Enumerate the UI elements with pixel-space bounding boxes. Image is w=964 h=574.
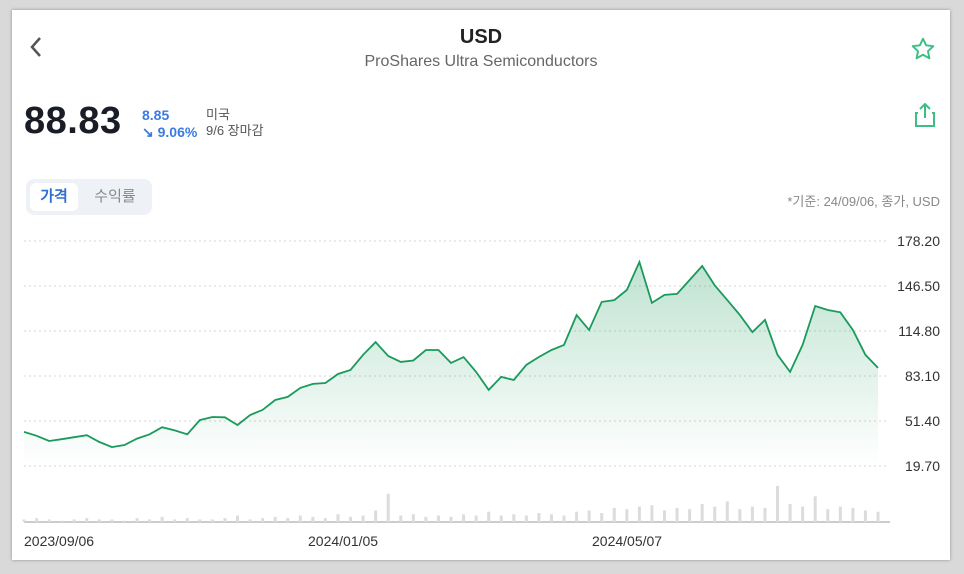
- volume-bar: [148, 519, 152, 522]
- volume-bar: [311, 516, 315, 522]
- volume-bar: [725, 501, 729, 522]
- volume-bar: [97, 519, 101, 522]
- volume-bar: [549, 514, 553, 522]
- tab-returns[interactable]: 수익률: [94, 188, 136, 205]
- volume-bar: [826, 509, 830, 522]
- volume-bar: [813, 496, 817, 522]
- volume-bar: [675, 507, 679, 522]
- volume-bar: [135, 518, 139, 522]
- back-icon[interactable]: [28, 36, 44, 58]
- volume-bar: [248, 519, 252, 522]
- volume-bar: [512, 514, 516, 522]
- volume-bar: [524, 515, 528, 522]
- volume-bar: [323, 518, 327, 522]
- volume-bar: [449, 516, 453, 522]
- volume-bar: [349, 516, 353, 522]
- x-tick-label: 2023/09/06: [24, 533, 95, 549]
- chart-tabs: 가격 수익률: [26, 179, 152, 215]
- volume-bar: [838, 506, 842, 522]
- volume-bar: [738, 509, 742, 522]
- y-tick-label: 83.10: [905, 368, 940, 384]
- volume-bar: [399, 515, 403, 522]
- volume-bar: [60, 520, 64, 522]
- volume-bar: [336, 514, 340, 522]
- volume-bar: [612, 507, 616, 522]
- volume-bar: [47, 519, 51, 522]
- market-info: 미국 9/6 장마감: [206, 107, 264, 139]
- tab-price[interactable]: 가격: [30, 183, 78, 211]
- x-tick-label: 2024/01/05: [308, 533, 379, 549]
- volume-bar: [374, 510, 378, 522]
- volume-bar: [35, 518, 39, 522]
- volume-bar: [499, 515, 503, 522]
- volume-bar: [424, 516, 428, 522]
- y-tick-label: 114.80: [898, 323, 940, 339]
- basis-note: *기준: 24/09/06, 종가, USD: [787, 194, 940, 209]
- volume-bar: [85, 518, 89, 522]
- volume-bar: [160, 516, 164, 522]
- volume-bar: [537, 513, 541, 522]
- volume-bar: [863, 510, 867, 522]
- volume-bar: [876, 511, 880, 522]
- x-tick-label: 2024/05/07: [592, 533, 663, 549]
- volume-bar: [173, 519, 177, 522]
- change-percent: ↘ 9.06%: [142, 124, 198, 140]
- volume-bar: [562, 515, 566, 522]
- volume-bar: [474, 515, 478, 522]
- volume-bar: [72, 519, 76, 522]
- volume-bar: [210, 519, 214, 522]
- volume-bar: [763, 507, 767, 522]
- change-amount: 8.85: [142, 107, 170, 123]
- volume-bar: [298, 515, 302, 522]
- volume-bar: [436, 515, 440, 522]
- ticker-title: USD: [459, 26, 503, 48]
- volume-bar: [587, 510, 591, 522]
- price-chart[interactable]: 178.20 146.50 114.80 83.10 51.40 19.70: [12, 225, 950, 525]
- volume-bar: [273, 516, 277, 522]
- market-label: 미국: [206, 107, 230, 122]
- volume-bar: [650, 505, 654, 522]
- volume-bar: [801, 506, 805, 522]
- volume-bar: [361, 515, 365, 522]
- session-label: 9/6 장마감: [206, 123, 264, 138]
- fund-name: ProShares Ultra Semiconductors: [364, 53, 598, 70]
- volume-bar: [688, 509, 692, 522]
- volume-bar: [663, 510, 666, 522]
- volume-bar: [223, 518, 227, 522]
- y-tick-label: 178.20: [897, 233, 940, 249]
- y-tick-label: 51.40: [905, 413, 940, 429]
- volume-bar: [600, 513, 604, 522]
- y-tick-label: 19.70: [905, 458, 940, 474]
- volume-bar: [700, 504, 704, 522]
- volume-bar: [22, 519, 26, 522]
- volume-bar: [236, 515, 239, 522]
- volume-bar: [575, 511, 579, 522]
- volume-bar: [788, 504, 792, 522]
- volume-bar: [625, 509, 629, 522]
- volume-bar: [750, 506, 754, 522]
- price-change: 8.85 ↘ 9.06%: [142, 107, 197, 141]
- quote-card: USD ProShares Ultra Semiconductors 88.83…: [12, 10, 950, 560]
- volume-bar: [713, 506, 717, 522]
- volume-bar: [185, 518, 189, 522]
- volume-bar: [110, 519, 114, 522]
- y-tick-label: 146.50: [897, 278, 940, 294]
- volume-bar: [851, 507, 855, 522]
- current-price: 88.83: [24, 100, 122, 142]
- volume-bar: [261, 518, 265, 522]
- volume-bar: [487, 511, 491, 522]
- volume-bar: [122, 520, 126, 522]
- price-line: [23, 259, 879, 449]
- volume-bar: [776, 486, 780, 522]
- volume-bar: [411, 514, 415, 522]
- volume-bar: [462, 514, 466, 522]
- volume-bar: [198, 519, 202, 522]
- volume-bar: [637, 506, 641, 522]
- price-area: [24, 262, 878, 466]
- share-icon[interactable]: [914, 102, 936, 128]
- volume-bar: [386, 493, 390, 522]
- star-icon[interactable]: [910, 36, 936, 62]
- volume-bar: [286, 518, 290, 522]
